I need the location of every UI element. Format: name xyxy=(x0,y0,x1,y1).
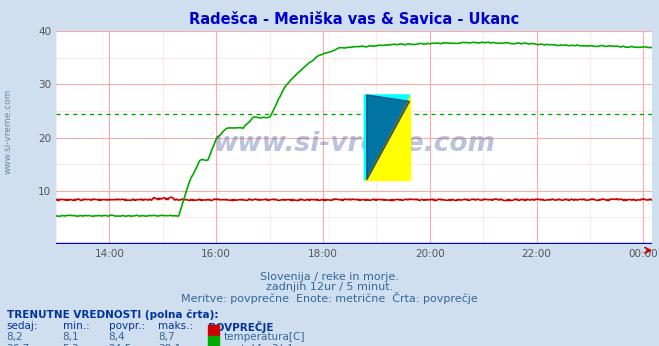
Text: zadnjih 12ur / 5 minut.: zadnjih 12ur / 5 minut. xyxy=(266,282,393,292)
Text: POVPREČJE: POVPREČJE xyxy=(208,321,273,333)
Text: 8,2: 8,2 xyxy=(7,332,23,342)
Text: Meritve: povprečne  Enote: metrične  Črta: povprečje: Meritve: povprečne Enote: metrične Črta:… xyxy=(181,292,478,304)
Text: TRENUTNE VREDNOSTI (polna črta):: TRENUTNE VREDNOSTI (polna črta): xyxy=(7,310,218,320)
Text: 36,7: 36,7 xyxy=(7,344,30,346)
Text: sedaj:: sedaj: xyxy=(7,321,38,331)
Text: www.si-vreme.com: www.si-vreme.com xyxy=(3,89,13,174)
Text: temperatura[C]: temperatura[C] xyxy=(224,332,306,342)
Polygon shape xyxy=(367,95,410,180)
Text: 8,4: 8,4 xyxy=(109,332,125,342)
Text: maks.:: maks.: xyxy=(158,321,193,331)
Text: 24,5: 24,5 xyxy=(109,344,132,346)
Text: 38,1: 38,1 xyxy=(158,344,181,346)
Text: Slovenija / reke in morje.: Slovenija / reke in morje. xyxy=(260,272,399,282)
Text: povpr.:: povpr.: xyxy=(109,321,145,331)
Polygon shape xyxy=(364,95,410,180)
Polygon shape xyxy=(364,95,410,180)
Text: www.si-vreme.com: www.si-vreme.com xyxy=(214,131,495,157)
Text: 8,1: 8,1 xyxy=(63,332,79,342)
Text: 8,7: 8,7 xyxy=(158,332,175,342)
Title: Radešca - Meniška vas & Savica - Ukanc: Radešca - Meniška vas & Savica - Ukanc xyxy=(189,12,519,27)
Text: min.:: min.: xyxy=(63,321,90,331)
Text: 5,3: 5,3 xyxy=(63,344,79,346)
Text: pretok[m3/s]: pretok[m3/s] xyxy=(224,344,292,346)
